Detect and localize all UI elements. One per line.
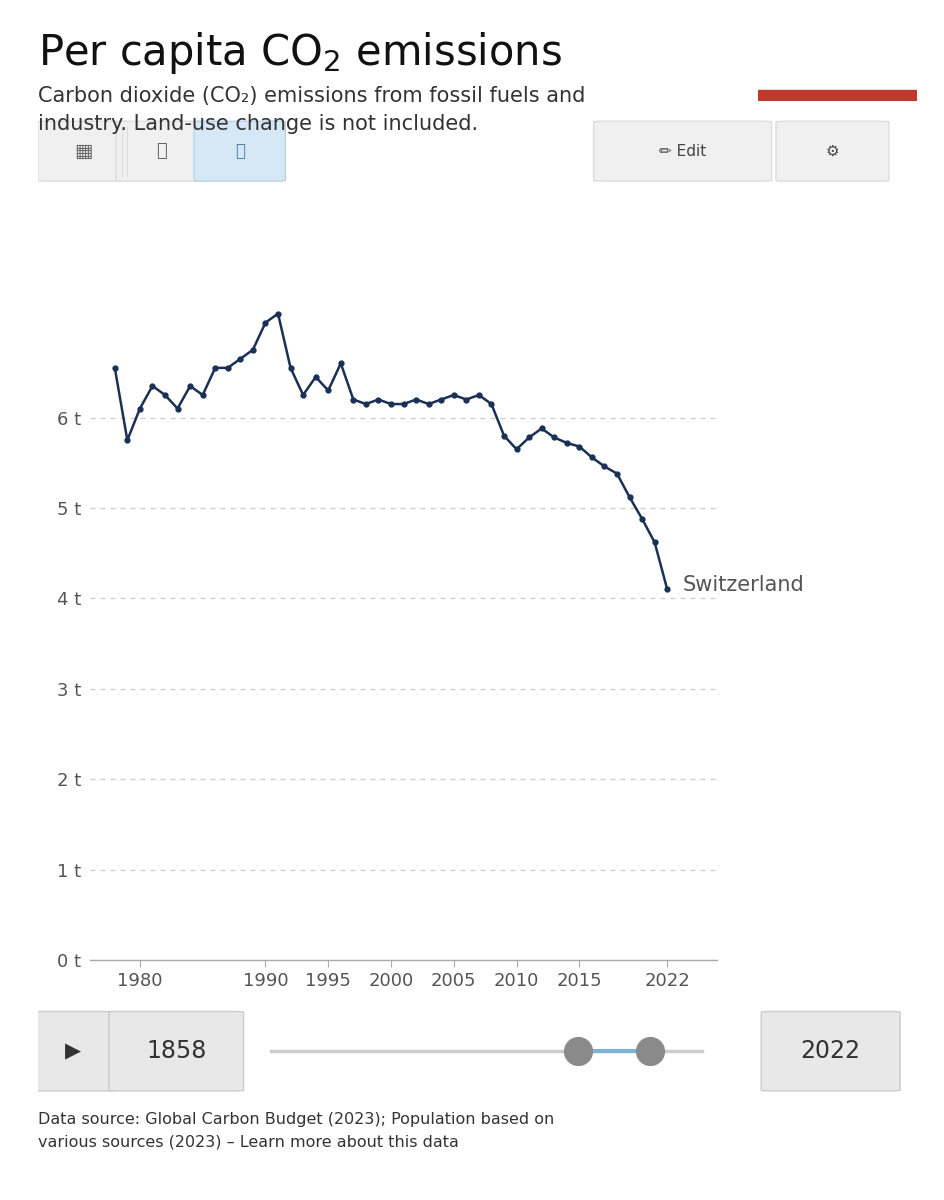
Text: ▶: ▶ [65,1042,81,1061]
Text: 🌐: 🌐 [156,142,167,160]
Text: 📈: 📈 [235,142,244,160]
Text: in Data: in Data [807,58,868,73]
FancyBboxPatch shape [776,121,889,181]
FancyBboxPatch shape [109,1012,244,1091]
FancyBboxPatch shape [594,121,771,181]
Text: Data source: Global Carbon Budget (2023); Population based on
various sources (2: Data source: Global Carbon Budget (2023)… [38,1112,554,1150]
Text: Switzerland: Switzerland [683,575,804,595]
FancyBboxPatch shape [29,1012,118,1091]
Text: ⚙: ⚙ [826,144,839,158]
Text: Our World: Our World [796,26,879,42]
Text: ▦: ▦ [75,142,93,161]
Text: Per capita CO$_2$ emissions: Per capita CO$_2$ emissions [38,30,562,76]
Text: ✏ Edit: ✏ Edit [659,144,706,158]
FancyBboxPatch shape [38,121,129,181]
Bar [758,90,917,101]
Text: Carbon dioxide (CO₂) emissions from fossil fuels and
industry. Land-use change i: Carbon dioxide (CO₂) emissions from foss… [38,86,585,134]
FancyBboxPatch shape [761,1012,901,1091]
Text: 1858: 1858 [146,1039,207,1063]
FancyBboxPatch shape [116,121,207,181]
Text: 2022: 2022 [801,1039,861,1063]
FancyBboxPatch shape [194,121,285,181]
